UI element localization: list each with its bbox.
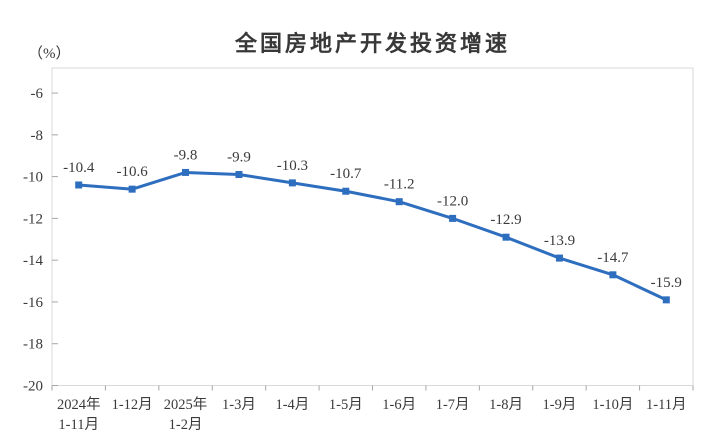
data-point-marker bbox=[395, 198, 403, 206]
data-point-marker bbox=[662, 296, 670, 304]
data-point-marker bbox=[342, 187, 350, 195]
data-point-marker bbox=[502, 233, 510, 241]
data-point-label: -9.8 bbox=[174, 147, 198, 163]
x-axis-label: 1-8月 bbox=[489, 397, 523, 413]
data-point-marker bbox=[182, 168, 190, 176]
y-axis-tick-label: -12 bbox=[23, 211, 43, 227]
x-axis-label: 1-6月 bbox=[382, 397, 416, 413]
y-axis-unit-label: （%） bbox=[28, 46, 71, 62]
data-point-marker bbox=[555, 254, 563, 262]
x-axis-label: 1-11月 bbox=[646, 397, 687, 413]
data-point-marker bbox=[449, 214, 457, 222]
data-point-label: -12.0 bbox=[437, 193, 468, 209]
y-axis-tick-label: -18 bbox=[23, 337, 43, 353]
x-axis-label: 1-7月 bbox=[436, 397, 470, 413]
x-axis-label: 1-4月 bbox=[275, 397, 309, 413]
y-axis-tick-label: -6 bbox=[31, 86, 44, 102]
data-point-label: -10.6 bbox=[117, 164, 149, 180]
trend-line bbox=[77, 170, 668, 302]
x-axis-label: 2024年 1-11月 bbox=[57, 396, 101, 433]
data-point-label: -9.9 bbox=[227, 150, 251, 166]
y-axis-tick-label: -16 bbox=[23, 295, 43, 311]
chart-title: 全国房地产开发投资增速 bbox=[234, 32, 510, 57]
data-point-label: -14.7 bbox=[597, 250, 629, 266]
data-point-label: -15.9 bbox=[651, 275, 682, 291]
x-axis-label: 2025年 1-2月 bbox=[164, 396, 208, 433]
plot-border bbox=[51, 67, 694, 386]
data-point-label: -10.4 bbox=[63, 160, 95, 176]
data-point-label: -13.9 bbox=[544, 233, 575, 249]
data-point-marker bbox=[288, 179, 296, 187]
x-axis-label: 1-3月 bbox=[222, 397, 256, 413]
data-point-marker bbox=[128, 185, 136, 193]
x-axis-label: 1-12月 bbox=[112, 397, 153, 413]
y-axis-tick-label: -8 bbox=[31, 128, 44, 144]
x-axis-label: 1-9月 bbox=[543, 397, 577, 413]
y-axis-tick-label: -14 bbox=[23, 253, 43, 269]
data-point-marker bbox=[235, 171, 243, 179]
data-point-label: -10.7 bbox=[330, 166, 362, 182]
data-point-marker bbox=[609, 271, 617, 279]
data-point-label: -11.2 bbox=[384, 177, 415, 193]
data-point-marker bbox=[75, 181, 83, 189]
data-point-label: -12.9 bbox=[490, 212, 521, 228]
y-axis-tick-label: -20 bbox=[23, 379, 43, 395]
x-axis-label: 1-10月 bbox=[592, 397, 633, 413]
x-axis-label: 1-5月 bbox=[329, 397, 363, 413]
y-axis-tick-label: -10 bbox=[23, 170, 43, 186]
data-point-label: -10.3 bbox=[277, 158, 308, 174]
